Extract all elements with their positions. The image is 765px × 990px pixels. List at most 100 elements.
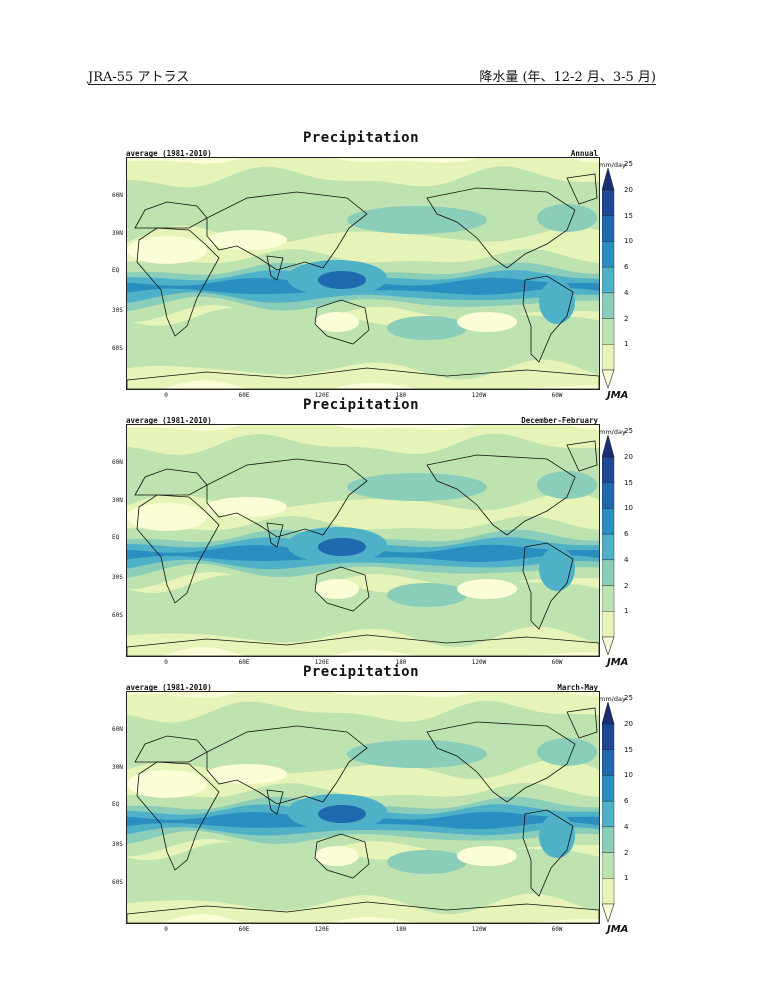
- coastline: [426, 187, 576, 269]
- colorbar-unit: mm/day: [599, 695, 626, 703]
- colorbar-tick-label: 2: [624, 314, 629, 323]
- precip-region: [207, 764, 287, 784]
- lat-label: 60N: [112, 726, 123, 733]
- lon-label: 120W: [471, 392, 487, 399]
- lat-label: 30N: [112, 230, 123, 237]
- colorbar-tick-label: 20: [624, 186, 633, 194]
- coastline: [314, 566, 370, 612]
- period-label: average (1981-2010): [126, 149, 212, 158]
- colorbar-tick-label: 1: [624, 340, 629, 349]
- colorbar-tick-label: 6: [624, 797, 629, 806]
- colorbar-segment: [601, 611, 615, 638]
- colorbar-segment: [601, 344, 615, 371]
- map-panel-march-may: Precipitation average (1981-2010) March-…: [112, 664, 646, 940]
- lat-label: 60S: [112, 345, 123, 352]
- colorbar-graphic: [601, 166, 615, 389]
- panel-title: Precipitation: [302, 397, 420, 413]
- colorbar-tick-label: 20: [624, 720, 633, 728]
- precip-region: [127, 503, 207, 531]
- colorbar: 1 2 4 6 10 15 20 25: [601, 427, 642, 656]
- jma-logo: JMA: [607, 390, 629, 401]
- lat-label: 30S: [112, 307, 123, 314]
- precip-region: [539, 814, 575, 858]
- colorbar-cap-top: [601, 166, 615, 191]
- lat-label: 30N: [112, 497, 123, 504]
- precip-region: [387, 316, 467, 340]
- lon-label: 120W: [471, 659, 487, 666]
- colorbar-unit: mm/day: [599, 428, 626, 436]
- coastline: [134, 735, 208, 763]
- colorbar-tick-label: 15: [624, 745, 633, 754]
- precip-region: [539, 547, 575, 591]
- colorbar-tick-label: 10: [624, 504, 633, 513]
- lon-label: 60E: [238, 659, 250, 666]
- section-title: 降水量 (年、12-2 月、3-5 月): [479, 70, 656, 85]
- coastline: [127, 367, 599, 389]
- precip-region: [347, 206, 487, 234]
- coastline: [206, 725, 368, 805]
- colorbar-segment: [601, 749, 615, 776]
- lon-label: 60W: [551, 659, 563, 666]
- coastline: [426, 721, 576, 803]
- colorbar-tick-label: 20: [624, 453, 633, 461]
- coastline: [127, 901, 599, 923]
- coastline: [134, 201, 208, 229]
- lon-label: 180: [395, 926, 407, 933]
- atlas-title: JRA-55 アトラス: [88, 70, 190, 85]
- precip-region: [207, 230, 287, 250]
- coastline: [426, 454, 576, 536]
- lat-label: 30S: [112, 574, 123, 581]
- colorbar-segment: [601, 456, 615, 483]
- precip-region: [127, 770, 207, 798]
- lon-label: 0: [164, 926, 168, 933]
- colorbar-segment: [601, 508, 615, 535]
- colorbar-tick-label: 6: [624, 263, 629, 272]
- season-label: March-May: [557, 683, 598, 692]
- coastline: [136, 761, 220, 871]
- colorbar: 1 2 4 6 10 15 20 25: [601, 694, 642, 923]
- colorbar-cap-bottom: [601, 636, 615, 656]
- colorbar-segment: [601, 852, 615, 879]
- colorbar-segment: [601, 878, 615, 905]
- precip-region: [318, 538, 366, 556]
- colorbar-segment: [601, 482, 615, 509]
- colorbar-segment: [601, 723, 615, 750]
- lon-label: 120E: [314, 926, 330, 933]
- colorbar-segment: [601, 775, 615, 802]
- colorbar-graphic: [601, 700, 615, 923]
- colorbar-tick-label: 15: [624, 478, 633, 487]
- lat-label: 60S: [112, 879, 123, 886]
- colorbar-segment: [601, 585, 615, 612]
- colorbar-tick-label: 15: [624, 211, 633, 220]
- colorbar-segment: [601, 318, 615, 345]
- coastline: [127, 634, 599, 656]
- colorbar-tick-label: 25: [624, 427, 633, 436]
- precip-region: [387, 850, 467, 874]
- precip-region: [457, 846, 517, 866]
- colorbar-segment: [601, 241, 615, 268]
- colorbar-tick-label: 4: [624, 555, 629, 564]
- lon-label: 120E: [314, 392, 330, 399]
- precipitation-map: [126, 157, 600, 390]
- precip-region: [318, 805, 366, 823]
- precip-region: [347, 473, 487, 501]
- lat-label: 60N: [112, 459, 123, 466]
- colorbar-cap-bottom: [601, 903, 615, 923]
- colorbar: 1 2 4 6 10 15 20 25: [601, 160, 642, 389]
- colorbar-tick-label: 10: [624, 771, 633, 780]
- precip-region: [539, 280, 575, 324]
- coastline: [266, 255, 284, 281]
- coastline: [206, 191, 368, 271]
- coastline: [566, 173, 598, 205]
- colorbar-cap-top: [601, 433, 615, 458]
- colorbar-unit: mm/day: [599, 161, 626, 169]
- lon-label: 120W: [471, 926, 487, 933]
- precipitation-map: [126, 424, 600, 657]
- colorbar-tick-label: 25: [624, 160, 633, 169]
- lon-label: 60W: [551, 926, 563, 933]
- colorbar-cap-top: [601, 700, 615, 725]
- colorbar-segment: [601, 533, 615, 561]
- colorbar-tick-label: 10: [624, 237, 633, 246]
- coastline: [314, 299, 370, 345]
- colorbar-tick-label: 25: [624, 694, 633, 703]
